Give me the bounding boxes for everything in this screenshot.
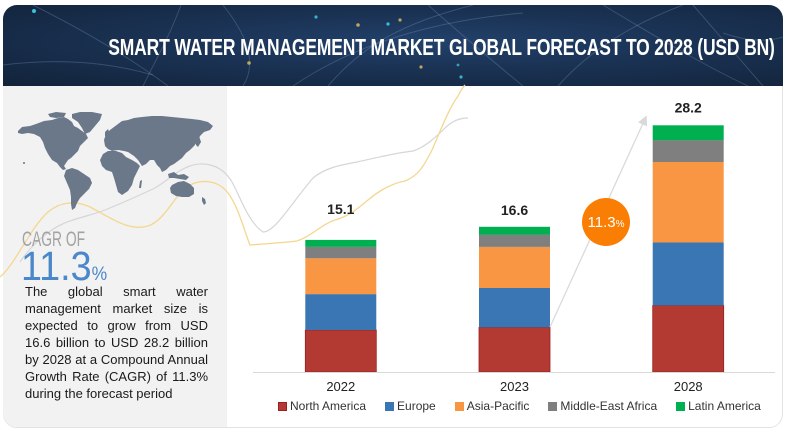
cagr-badge-value: 11.3 <box>588 214 616 231</box>
cagr-label: CAGR OF <box>22 228 86 251</box>
bar-segment-middle-east-africa-2023 <box>479 234 550 247</box>
legend-label: North America <box>290 399 367 413</box>
bar-segment-europe-2028 <box>652 242 724 306</box>
x-tick-label-2022: 2022 <box>326 379 355 394</box>
cagr-badge-text: 11.3% <box>588 214 625 231</box>
bars-layer <box>304 125 725 373</box>
legend-swatch-middle-east-africa <box>548 401 558 411</box>
legend-item-europe: Europe <box>385 399 436 413</box>
cagr-value: 11.3% <box>21 243 107 290</box>
legend-item-asia-pacific: Asia-Pacific <box>454 399 530 413</box>
legend-item-latin-america: Latin America <box>676 399 761 413</box>
bar-segment-asia-pacific-2028 <box>652 162 724 243</box>
bar-segment-north-america-2028 <box>652 305 725 373</box>
legend-swatch-latin-america <box>676 401 686 411</box>
total-label-2023: 16.6 <box>501 202 528 218</box>
market-description: The global smart water management market… <box>25 284 208 401</box>
total-label-2028: 28.2 <box>675 99 702 115</box>
legend-swatch-asia-pacific <box>454 401 464 411</box>
cagr-badge-circle <box>582 198 630 246</box>
bar-segment-north-america-2023 <box>478 326 551 373</box>
cagr-number: 11.3 <box>21 243 92 289</box>
bar-segment-latin-america-2022 <box>305 239 377 247</box>
cagr-badge-unit: % <box>616 219 625 230</box>
bar-segment-latin-america-2023 <box>479 226 550 235</box>
cagr-badge: 11.3% <box>582 198 630 246</box>
legend-item-north-america: North America <box>278 399 366 413</box>
legend-label: Asia-Pacific <box>466 399 530 413</box>
bar-segment-asia-pacific-2022 <box>305 258 377 295</box>
legend-label: Middle-East Africa <box>560 399 658 413</box>
bar-segment-asia-pacific-2023 <box>479 246 550 288</box>
legend-swatch-europe <box>385 401 395 411</box>
bar-segment-north-america-2022 <box>304 329 377 373</box>
bar-segment-middle-east-africa-2022 <box>305 246 377 259</box>
title-wrap: SMART WATER MANAGEMENT MARKET GLOBAL FOR… <box>3 5 783 86</box>
header-background-streaks <box>3 5 783 86</box>
chart-legend: North America Europe Asia-Pacific Middle-Ea… <box>278 399 761 413</box>
x-tick-label-2028: 2028 <box>674 379 703 394</box>
page-title: SMART WATER MANAGEMENT MARKET GLOBAL FOR… <box>108 34 775 60</box>
header-banner: SMART WATER MANAGEMENT MARKET GLOBAL FOR… <box>3 5 783 86</box>
legend-label: Europe <box>397 399 436 413</box>
labels-layer: 15.1 2022 16.6 2023 28.2 2028 <box>326 99 702 394</box>
bar-segment-latin-america-2028 <box>652 125 724 141</box>
cagr-unit: % <box>91 264 108 285</box>
bar-segment-europe-2022 <box>305 294 377 330</box>
legend-label: Latin America <box>688 399 761 413</box>
bar-segment-europe-2023 <box>479 288 550 328</box>
bar-segment-middle-east-africa-2028 <box>652 140 724 162</box>
total-label-2022: 15.1 <box>327 201 354 217</box>
x-tick-label-2023: 2023 <box>500 379 529 394</box>
legend-swatch-north-america <box>278 401 287 411</box>
legend-item-middle-east-africa: Middle-East Africa <box>548 399 657 413</box>
